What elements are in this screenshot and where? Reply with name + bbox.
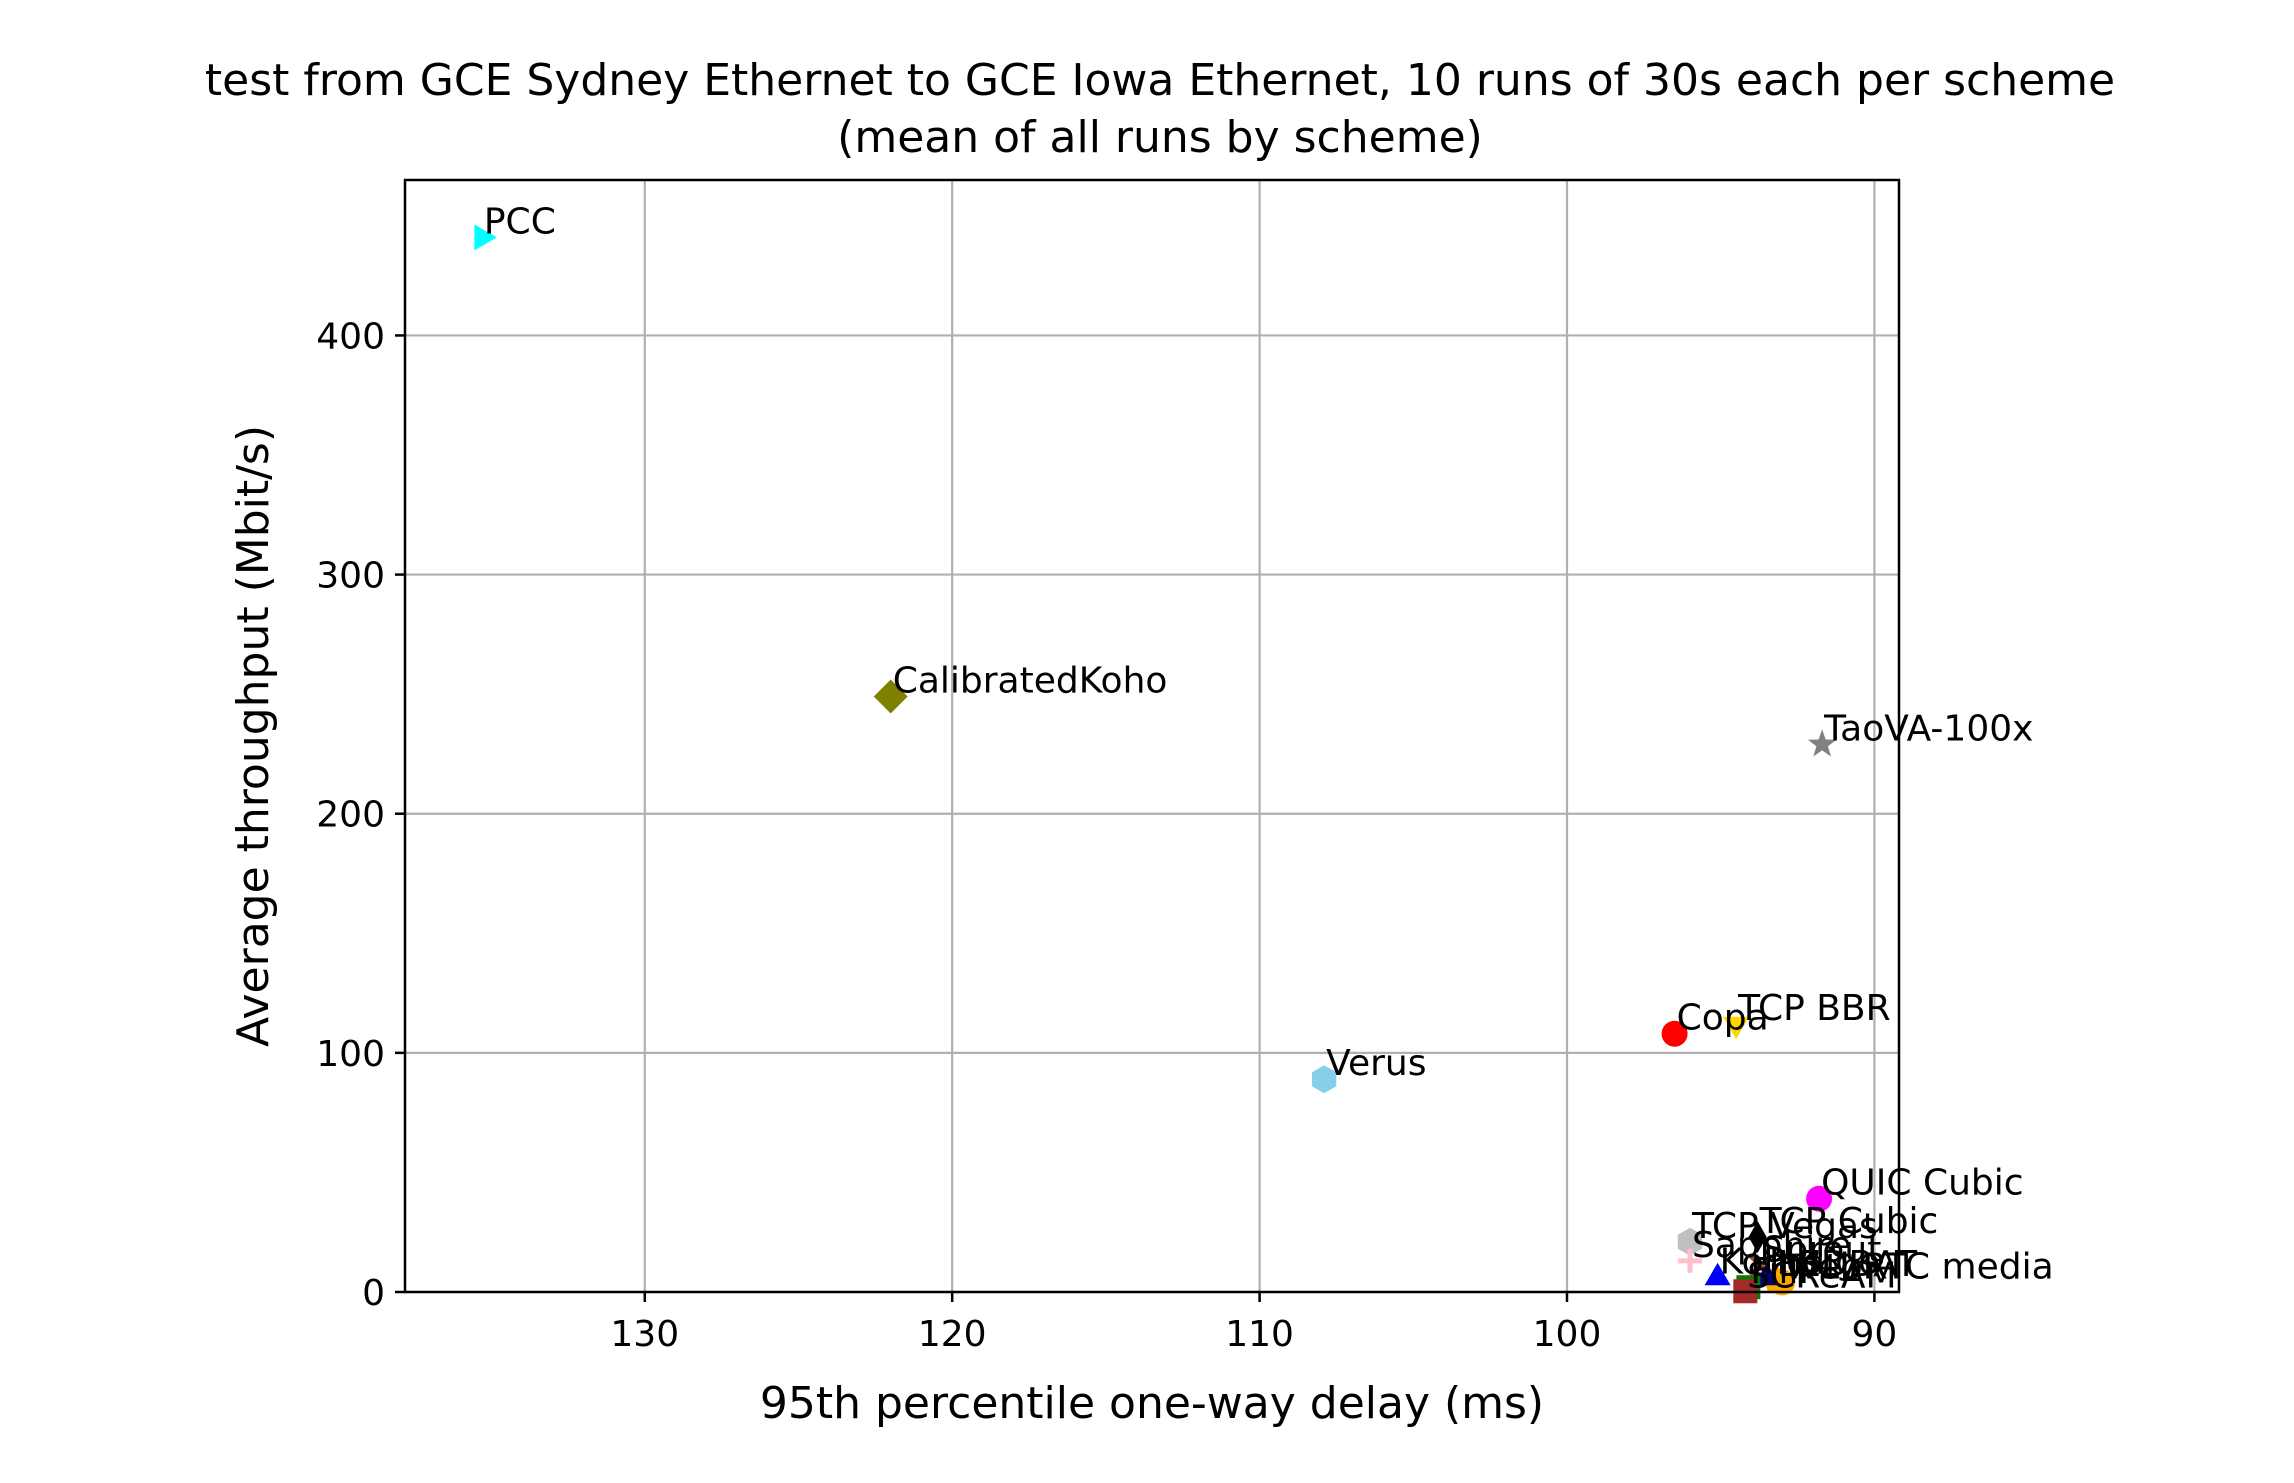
point-taova-100x (1807, 729, 1837, 757)
axis-ticks: 130 120 110 100 90 0 100 200 300 400 (316, 316, 1897, 1355)
y-tick-label-0: 0 (362, 1273, 385, 1314)
point-copa (1661, 1020, 1688, 1047)
data-points (474, 224, 1837, 1304)
y-tick-label-300: 300 (316, 556, 385, 597)
chart-subtitle: (mean of all runs by scheme) (837, 112, 1483, 163)
x-tick-label-120: 120 (918, 1314, 987, 1355)
label-sprout: Sprout (1763, 1230, 1882, 1271)
label-verus: Verus (1326, 1043, 1426, 1084)
x-tick-label-130: 130 (610, 1314, 679, 1355)
chart-title: test from GCE Sydney Ethernet to GCE Iow… (205, 55, 2115, 106)
point-quic-cubic (1806, 1185, 1833, 1212)
label-calibratedkoho: CalibratedKoho (893, 661, 1168, 702)
label-fillp: FillP (1750, 1251, 1820, 1292)
x-tick-label-110: 110 (1225, 1314, 1294, 1355)
label-copa: Copa (1677, 998, 1769, 1039)
point-pcc (474, 224, 497, 251)
label-ledbat: LEDBAT (1778, 1244, 1918, 1285)
y-tick-label-100: 100 (316, 1034, 385, 1075)
point-tcp-vegas (1677, 1227, 1703, 1256)
label-tcp-vegas: TCP Vegas (1691, 1206, 1878, 1247)
point-koho (1704, 1262, 1731, 1286)
label-indigo: Indigo (1769, 1242, 1880, 1283)
label-sapphire: Sapphire (1692, 1225, 1852, 1266)
label-webrtc-media: WebRTC media (1784, 1246, 2053, 1287)
label-quic-cubic: QUIC Cubic (1821, 1163, 2023, 1204)
label-tcp-cubic: TCP Cubic (1759, 1201, 1939, 1242)
plot-frame (403, 178, 1901, 1294)
label-tcp-bbr: TCP BBR (1737, 988, 1891, 1029)
point-tcp-cubic (1748, 1220, 1767, 1253)
label-koho: Koho (1720, 1242, 1809, 1283)
y-axis-label: Average throughput (Mbit/s) (228, 425, 279, 1047)
point-sapphire (1677, 1248, 1702, 1273)
gridlines (405, 180, 1899, 1294)
point-webrtc-media (1769, 1269, 1796, 1296)
x-axis-label: 95th percentile one-way delay (ms) (760, 1378, 1544, 1429)
x-tick-label-100: 100 (1533, 1314, 1602, 1355)
point-tcp-bbr (1723, 1016, 1750, 1040)
x-tick-label-90: 90 (1852, 1314, 1898, 1355)
label-pcc: PCC (484, 201, 556, 242)
point-verus (1312, 1065, 1337, 1094)
y-tick-label-400: 400 (316, 316, 385, 357)
label-scream: SCReAM (1747, 1255, 1896, 1296)
label-taova-100x: TaoVA-100x (1823, 708, 2033, 749)
y-tick-label-200: 200 (316, 795, 385, 836)
point-calibratedkoho (873, 679, 908, 714)
